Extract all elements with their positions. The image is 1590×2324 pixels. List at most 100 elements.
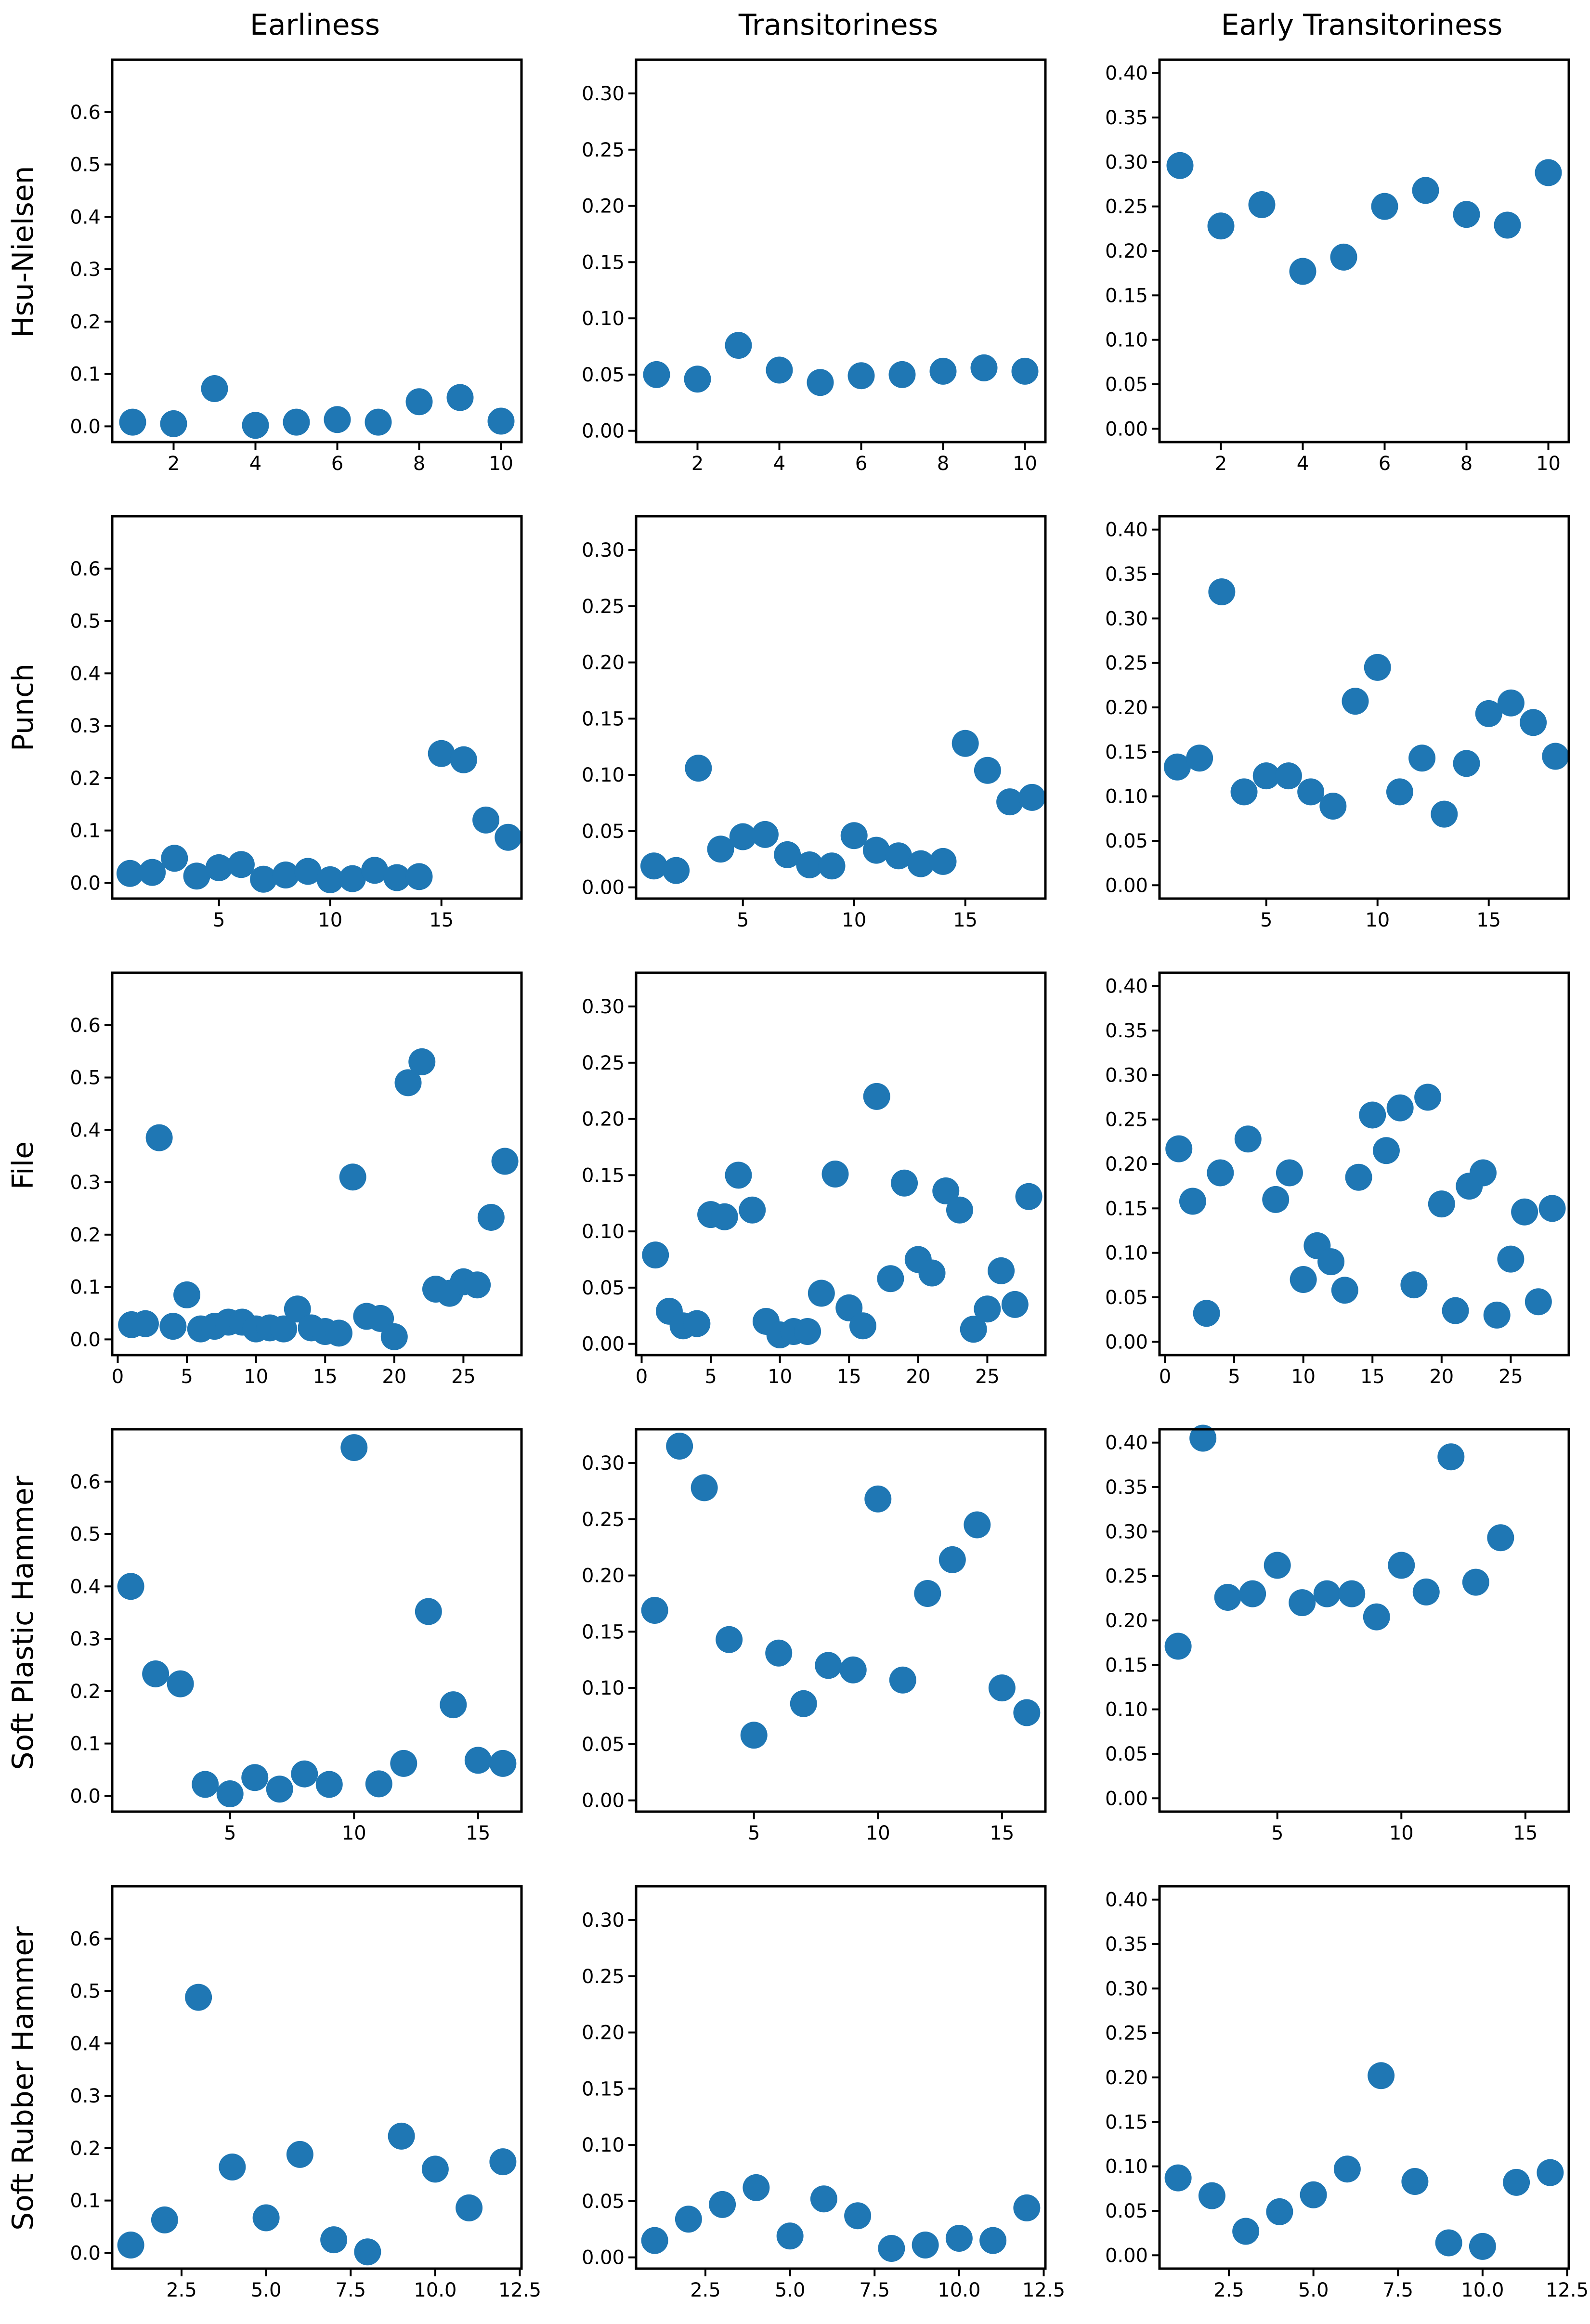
panel-file-early-transitoriness-point [1331, 1277, 1358, 1304]
panel-hsu-nielsen-transitoriness-ytick-label: 0.20 [582, 196, 625, 218]
panel-soft-plastic-hammer-transitoriness-point [864, 1485, 892, 1513]
panel-soft-rubber-hammer-early-transitoriness-ytick-label: 0.05 [1105, 2200, 1148, 2222]
panel-hsu-nielsen-early-transitoriness-ytick-label: 0.25 [1105, 196, 1148, 218]
panel-soft-rubber-hammer-transitoriness-point [709, 2191, 736, 2218]
panel-hsu-nielsen-transitoriness-point [766, 356, 793, 384]
panel-file-early-transitoriness-point [1442, 1297, 1469, 1324]
panel-soft-plastic-hammer-early-transitoriness-ytick-label: 0.30 [1105, 1521, 1148, 1543]
panel-soft-rubber-hammer-transitoriness-ytick-label: 0.30 [582, 1909, 625, 1932]
panel-file-transitoriness-ytick-label: 0.10 [582, 1221, 625, 1243]
panel-file-earliness-xtick-label: 0 [112, 1366, 124, 1388]
panel-punch-transitoriness-xtick-label: 10 [842, 909, 866, 931]
panel-soft-rubber-hammer-early-transitoriness-xtick-label: 2.5 [1213, 2279, 1244, 2301]
panel-soft-plastic-hammer-earliness-ytick-label: 0.5 [70, 1524, 101, 1546]
panel-punch-earliness-xtick-label: 5 [213, 909, 225, 931]
panel-soft-plastic-hammer-early-transitoriness-frame [1158, 1428, 1570, 1813]
panel-punch-transitoriness-point [907, 850, 935, 877]
panel-soft-rubber-hammer-transitoriness-xtick-label: 2.5 [690, 2279, 721, 2301]
row-labels: Hsu-Nielsen Punch File Soft Plastic Hamm… [6, 166, 40, 2231]
panel-punch-transitoriness: 0.00 0.05 0.10 0.15 0.20 0.25 0.30 5 10 15 [582, 515, 1047, 931]
panel-file-transitoriness-point [1015, 1183, 1043, 1210]
panel-file-transitoriness-point [849, 1312, 876, 1340]
panel-hsu-nielsen-earliness-point [119, 408, 146, 436]
panel-soft-plastic-hammer-early-transitoriness-point [1239, 1580, 1266, 1607]
panel-hsu-nielsen-transitoriness-ytick-label: 0.05 [582, 364, 625, 386]
panel-punch-earliness-ytick-label: 0.2 [70, 768, 101, 790]
panel-file-early-transitoriness-point [1428, 1190, 1455, 1218]
panel-hsu-nielsen-earliness-point [201, 375, 228, 403]
panel-soft-rubber-hammer-earliness-ytick-label: 0.5 [70, 1981, 101, 2003]
panel-soft-rubber-hammer-earliness-point [354, 2238, 381, 2266]
panel-file-transitoriness-point [725, 1162, 752, 1189]
panel-punch-earliness-point [361, 857, 389, 884]
panel-hsu-nielsen-early-transitoriness-point [1494, 211, 1521, 239]
panel-file-early-transitoriness-point [1179, 1188, 1206, 1215]
panel-punch-early-transitoriness-point [1275, 762, 1302, 790]
panel-soft-plastic-hammer-earliness-ytick-label: 0.4 [70, 1576, 101, 1598]
panel-soft-rubber-hammer-early-transitoriness-point [1300, 2181, 1327, 2208]
row-label-hsu-nielsen: Hsu-Nielsen [6, 166, 40, 338]
panel-punch-earliness-ytick-label: 0.5 [70, 611, 101, 633]
panel-hsu-nielsen-early-transitoriness-point [1535, 159, 1562, 186]
panel-file-earliness: 0.0 0.1 0.2 0.3 0.4 0.5 0.6 0 5 10 15 20 25 [70, 971, 523, 1388]
panel-soft-rubber-hammer-transitoriness-ytick-label: 0.00 [582, 2247, 625, 2269]
panel-punch-early-transitoriness-point [1364, 653, 1391, 681]
panel-punch-early-transitoriness-point [1252, 762, 1280, 790]
panel-file-transitoriness-point [960, 1316, 987, 1343]
panel-soft-plastic-hammer-transitoriness-ytick-label: 0.00 [582, 1790, 625, 1812]
panel-file-transitoriness-xtick-label: 25 [975, 1366, 1000, 1388]
panel-punch-transitoriness-point [818, 852, 846, 880]
panel-soft-plastic-hammer-early-transitoriness-point [1388, 1552, 1415, 1579]
panel-punch-earliness-point [383, 864, 411, 891]
panel-soft-plastic-hammer-early-transitoriness-ytick-label: 0.25 [1105, 1566, 1148, 1588]
panel-hsu-nielsen-earliness: 0.0 0.1 0.2 0.3 0.4 0.5 0.6 2 4 6 8 10 [70, 58, 523, 475]
panel-hsu-nielsen-early-transitoriness-xtick-label: 4 [1297, 453, 1309, 475]
panel-soft-rubber-hammer-early-transitoriness-point [1537, 2159, 1564, 2186]
panel-file-transitoriness-point [918, 1259, 946, 1287]
panel-punch-early-transitoriness-xtick-label: 10 [1365, 909, 1390, 931]
panel-punch-earliness-ytick-label: 0.0 [70, 872, 101, 894]
panel-hsu-nielsen-transitoriness-ytick-label: 0.00 [582, 420, 625, 443]
panel-soft-plastic-hammer-transitoriness-ytick-label: 0.25 [582, 1509, 625, 1531]
panel-soft-plastic-hammer-early-transitoriness-xtick-label: 15 [1513, 1822, 1538, 1844]
panel-hsu-nielsen-early-transitoriness-point [1371, 193, 1398, 220]
panel-soft-plastic-hammer-earliness-point [440, 1691, 467, 1719]
panel-hsu-nielsen-early-transitoriness-xtick-label: 8 [1460, 453, 1473, 475]
panel-file-early-transitoriness-point [1345, 1163, 1372, 1191]
row-label-soft-rubber-hammer: Soft Rubber Hammer [6, 1926, 40, 2231]
panel-punch-early-transitoriness-point [1453, 750, 1480, 777]
panel-soft-plastic-hammer-transitoriness-point [914, 1580, 941, 1607]
panel-soft-plastic-hammer-early-transitoriness-ytick-label: 0.20 [1105, 1610, 1148, 1632]
panel-file-early-transitoriness-ytick-label: 0.35 [1105, 1020, 1148, 1042]
panel-soft-rubber-hammer-early-transitoriness-xtick-label: 5.0 [1298, 2279, 1329, 2301]
panel-hsu-nielsen-transitoriness-point [888, 361, 916, 388]
panel-soft-rubber-hammer-early-transitoriness-point [1232, 2218, 1260, 2245]
panel-file-transitoriness-point [821, 1161, 849, 1188]
panel-punch-early-transitoriness-ytick-label: 0.30 [1105, 608, 1148, 630]
panel-soft-rubber-hammer-transitoriness-ytick-label: 0.20 [582, 2022, 625, 2044]
panel-hsu-nielsen-earliness-ytick-label: 0.6 [70, 102, 101, 124]
panel-soft-plastic-hammer-earliness-ytick-label: 0.0 [70, 1785, 101, 1807]
panel-hsu-nielsen-early-transitoriness-point [1330, 243, 1357, 271]
panel-punch-transitoriness-point [862, 836, 890, 864]
panel-punch-early-transitoriness-frame [1158, 515, 1570, 900]
panel-file-early-transitoriness-xtick-label: 25 [1499, 1366, 1523, 1388]
panel-hsu-nielsen-transitoriness-point [684, 366, 711, 393]
panel-punch-transitoriness-point [840, 822, 868, 849]
panel-soft-plastic-hammer-early-transitoriness-point [1189, 1424, 1217, 1452]
panel-file-transitoriness-point [683, 1310, 711, 1337]
panel-punch-early-transitoriness-ytick-label: 0.05 [1105, 830, 1148, 852]
panel-soft-rubber-hammer-early-transitoriness-ytick-label: 0.00 [1105, 2245, 1148, 2267]
panel-file-early-transitoriness-point [1400, 1271, 1428, 1299]
panel-soft-plastic-hammer-early-transitoriness-point [1338, 1580, 1366, 1607]
column-title-transitoriness: Transitoriness [738, 8, 938, 42]
panel-punch-early-transitoriness-xtick-label: 15 [1476, 909, 1501, 931]
panel-soft-plastic-hammer-transitoriness-ytick-label: 0.20 [582, 1565, 625, 1587]
panel-file-early-transitoriness-point [1372, 1137, 1400, 1164]
panel-soft-rubber-hammer-earliness-frame [111, 1885, 523, 2270]
panel-file-earliness-point [408, 1048, 436, 1075]
panel-soft-plastic-hammer-transitoriness-point [1013, 1699, 1041, 1726]
panel-soft-rubber-hammer-early-transitoriness-point [1164, 2164, 1192, 2192]
panel-hsu-nielsen-earliness-ytick-label: 0.4 [70, 206, 101, 228]
